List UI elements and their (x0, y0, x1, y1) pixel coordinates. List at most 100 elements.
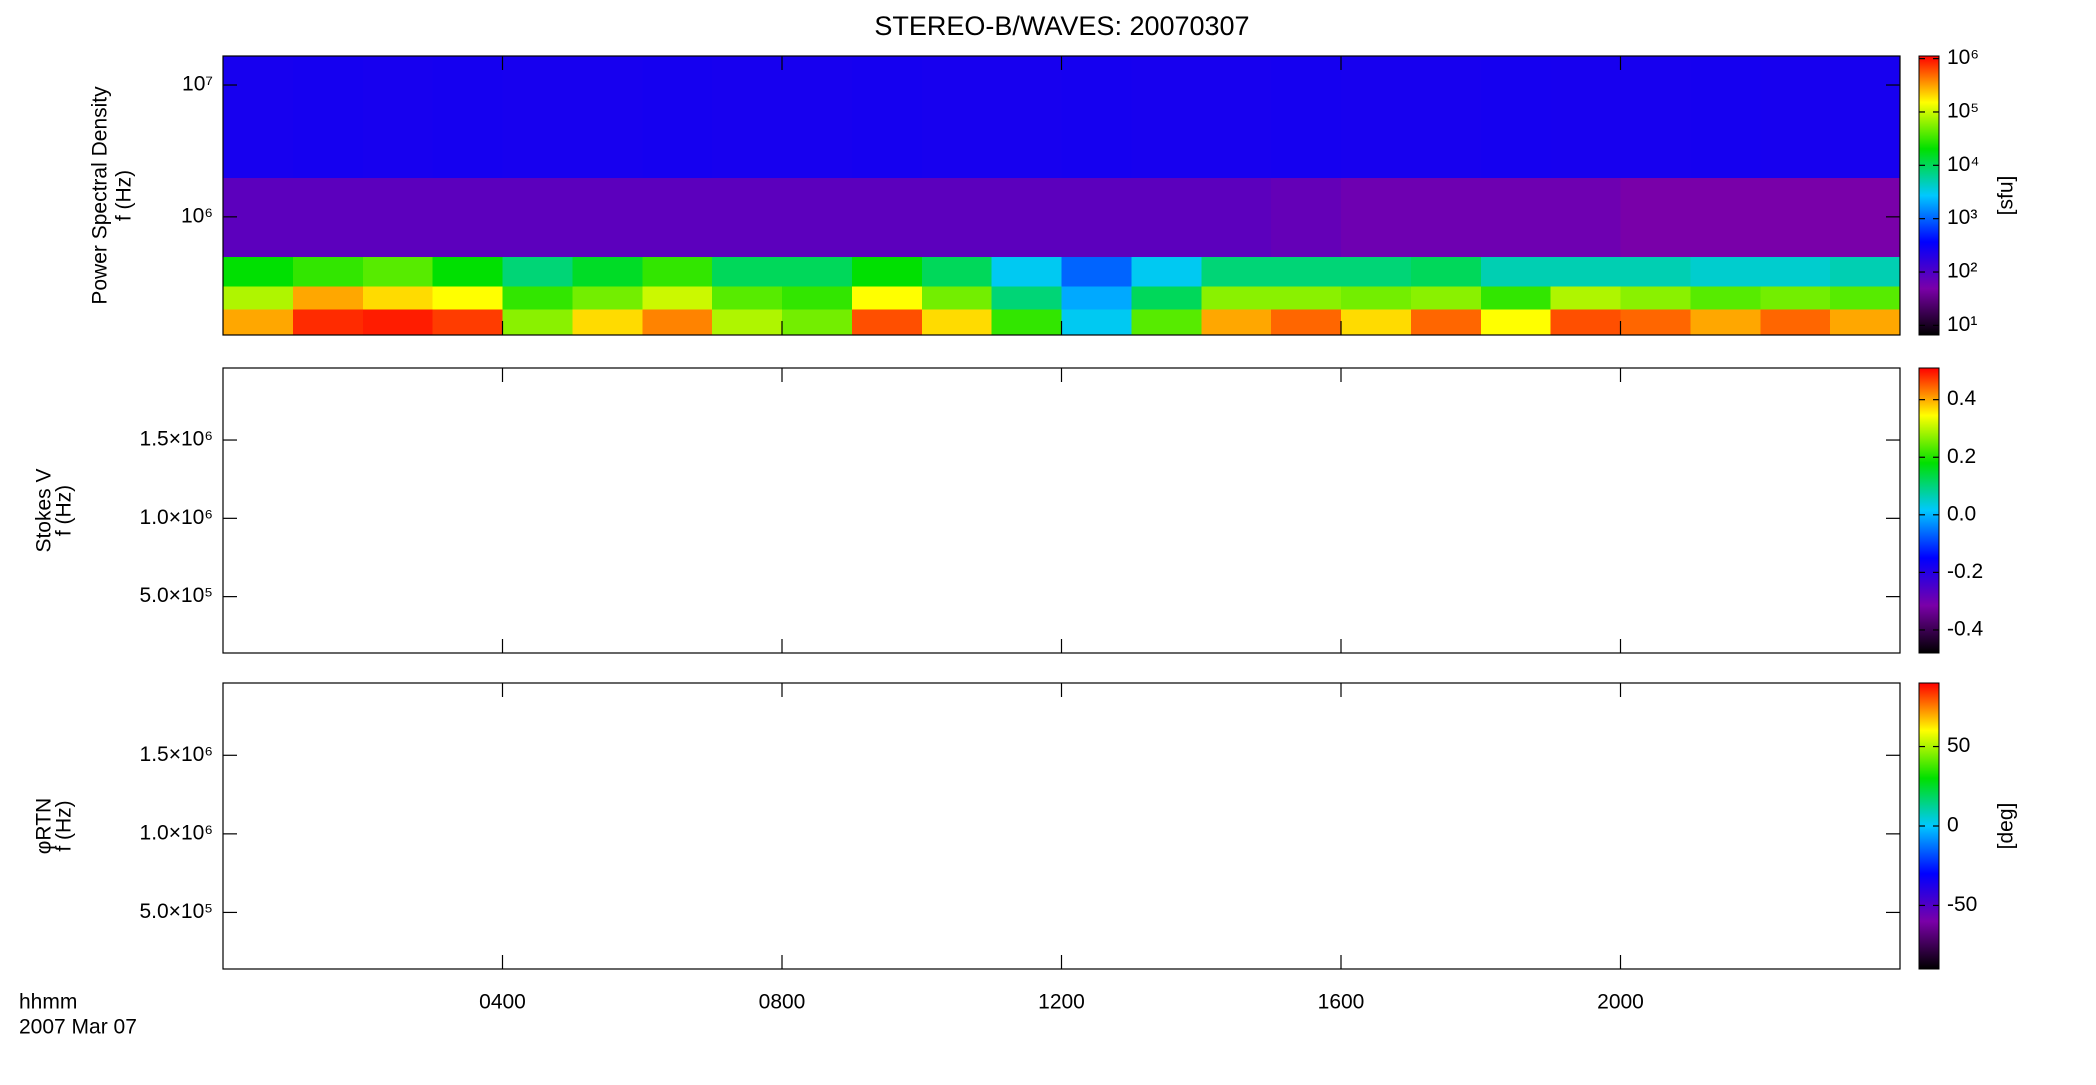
y-tick-label: 1.0×10⁶ (140, 821, 213, 844)
spectrogram-cell (991, 308, 1063, 336)
spectrogram-cell (362, 308, 434, 336)
spectrogram-cell (712, 177, 783, 258)
colorbar-tick-label: -50 (1947, 893, 1977, 916)
spectrogram-cell (572, 256, 643, 287)
spectrogram-cell (1620, 308, 1691, 336)
spectrogram-cell (1341, 285, 1412, 310)
y-tick-label: 1.5×10⁶ (140, 743, 213, 766)
spectrogram-cell (1201, 308, 1272, 336)
spectrogram-cell (1341, 256, 1412, 287)
y-tick-label: 1.5×10⁶ (140, 428, 213, 451)
spectrogram-cell (502, 256, 573, 287)
colorbar-title: [sfu] (1995, 176, 2018, 216)
colorbar-tick-label: 10² (1947, 260, 1977, 283)
spectrogram-cell (502, 285, 573, 310)
spectrogram-cell (1760, 56, 1831, 178)
colorbar-tick-label: 0.0 (1947, 502, 1976, 525)
spectrogram-cell (1271, 308, 1342, 336)
spectrogram-cell (223, 56, 294, 178)
spectrogram-cell (851, 308, 923, 336)
spectrogram-cell (1061, 308, 1132, 336)
spectrogram-cell (782, 308, 853, 336)
spectrogram-cell (572, 308, 643, 336)
x-tick-label: 0800 (759, 991, 806, 1014)
spectrogram-cell (1061, 56, 1132, 178)
spectrogram-cell (1690, 308, 1761, 336)
spectrogram-cell (292, 256, 364, 287)
spectrogram-cell (223, 256, 294, 287)
spectrogram-cell (1830, 256, 1901, 287)
chart-title: STEREO-B/WAVES: 20070307 (874, 11, 1249, 41)
spectrogram-cell (292, 308, 364, 336)
spectrogram-cell (1061, 256, 1132, 287)
colorbar-tick-label: 10³ (1947, 206, 1977, 229)
spectrogram-cell (1550, 285, 1622, 310)
spectrogram-cell (1830, 56, 1901, 178)
spectrogram-cell (362, 56, 434, 178)
spectrogram-cell (712, 308, 783, 336)
spectrogram-cell (921, 285, 993, 310)
spectrogram-cell (712, 285, 783, 310)
spectrogram-cell (921, 256, 993, 287)
spectrogram-cell (292, 285, 364, 310)
x-tick-label: 1600 (1318, 991, 1365, 1014)
spectrogram-cell (782, 56, 853, 178)
x-tick-label: 2000 (1597, 991, 1644, 1014)
x-axis-date: 2007 Mar 07 (19, 1016, 137, 1039)
spectrogram-cell (572, 285, 643, 310)
spectrogram-cell (642, 56, 713, 178)
spectrogram-cell (223, 285, 294, 310)
spectrogram-cell (1410, 177, 1482, 258)
spectrogram-cell (572, 177, 643, 258)
spectrogram-cell (1620, 256, 1691, 287)
spectrogram-cell (1341, 177, 1412, 258)
spectrogram-cell (1760, 256, 1831, 287)
spectrogram-cell (1410, 285, 1482, 310)
spectrogram-cell (991, 177, 1063, 258)
plot-frame (222, 367, 1901, 654)
spectrogram-cell (1131, 285, 1202, 310)
colorbar-tick-label: 10¹ (1947, 313, 1977, 336)
x-tick-label: 0400 (479, 991, 526, 1014)
spectrogram-cell (921, 56, 993, 178)
spectrogram-cell (502, 308, 573, 336)
spectrogram-cell (502, 56, 573, 178)
spectrogram-cell (432, 285, 504, 310)
spectrogram-cell (851, 256, 923, 287)
spectrogram-cell (1131, 256, 1202, 287)
spectrogram-cell (712, 56, 783, 178)
spectrogram-cell (1830, 308, 1901, 336)
spectrogram-cell (362, 285, 434, 310)
spectrogram-cell (642, 177, 713, 258)
plot-frame (222, 682, 1901, 970)
spectrogram-cell (1341, 308, 1412, 336)
spectrogram-cell (292, 56, 364, 178)
spectrogram-cell (991, 285, 1063, 310)
spectrogram-cell (1480, 56, 1552, 178)
spectrogram-cell (1620, 177, 1691, 258)
spectrogram-cell (1201, 256, 1272, 287)
y-tick-label: 5.0×10⁵ (139, 584, 213, 607)
spectrogram-cell (1480, 285, 1552, 310)
spectrogram-cell (782, 256, 853, 287)
spectrogram-cell (991, 256, 1063, 287)
spectrogram-cell (432, 177, 504, 258)
colorbar-tick-label: 0.4 (1947, 387, 1977, 410)
spectrogram-cell (292, 177, 364, 258)
spectrogram-cell (432, 256, 504, 287)
spectrogram-cell (362, 177, 434, 258)
spectrogram-cell (1550, 308, 1622, 336)
spectrogram-cell (1061, 285, 1132, 310)
colorbar-tick-label: 10⁴ (1947, 153, 1979, 176)
spectrogram-cell (851, 285, 923, 310)
x-tick-label: 1200 (1038, 991, 1085, 1014)
spectrogram-cell (1690, 285, 1761, 310)
spectrogram-cell (1201, 285, 1272, 310)
spectrogram-cell (1271, 256, 1342, 287)
spectrogram-cell (1480, 308, 1552, 336)
colorbar-tick-label: 10⁶ (1947, 46, 1979, 69)
colorbar (1918, 55, 1940, 336)
colorbar (1918, 367, 1940, 654)
spectrogram-cell (1690, 177, 1761, 258)
spectrogram-cell (502, 177, 573, 258)
